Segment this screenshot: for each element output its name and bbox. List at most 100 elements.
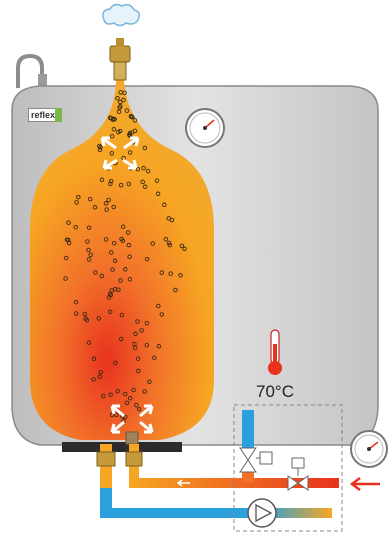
- gas-bubble: [116, 109, 122, 115]
- gas-bubble: [117, 105, 122, 110]
- gas-bubble: [109, 412, 115, 418]
- gas-bubble: [127, 150, 133, 155]
- gas-bubble: [65, 237, 71, 243]
- gas-bubble: [166, 216, 171, 221]
- gas-bubble: [111, 240, 117, 246]
- gas-bubble: [66, 220, 71, 225]
- expansion-arrows-top: [100, 136, 140, 170]
- gas-bubble: [134, 402, 139, 408]
- gas-bubble: [108, 178, 114, 184]
- pressure-gauge-icon: [185, 108, 225, 148]
- fitting-right: [125, 451, 143, 467]
- gas-bubble: [91, 356, 97, 362]
- temperature-label: 70°C: [256, 382, 294, 401]
- brand-logo-text: reflex: [31, 110, 56, 120]
- gas-bubble: [127, 276, 133, 282]
- gas-bubble: [111, 204, 116, 210]
- gas-bubble: [93, 270, 98, 275]
- hose-fitting: [16, 53, 47, 88]
- gas-bubble: [128, 113, 134, 119]
- gas-bubble: [91, 377, 96, 382]
- gas-bubble: [103, 237, 109, 242]
- gas-bubble: [119, 336, 124, 342]
- fitting-left: [96, 451, 116, 467]
- gas-bubble: [144, 256, 150, 262]
- gas-bubble: [73, 299, 79, 305]
- gas-bubble: [108, 250, 114, 255]
- vent-line: [242, 410, 254, 448]
- gas-bubble: [154, 178, 160, 183]
- gas-bubble: [86, 225, 92, 230]
- gas-bubble: [109, 151, 115, 156]
- gas-bubble: [110, 117, 116, 122]
- gas-bubble: [113, 360, 118, 366]
- gas-bubble: [123, 267, 128, 272]
- gas-bubble: [108, 392, 113, 397]
- gas-bubble: [104, 207, 109, 212]
- gas-bubble: [179, 243, 185, 249]
- gas-bubble: [82, 311, 87, 317]
- gas-bubble: [167, 242, 173, 248]
- gas-bubble: [97, 143, 102, 149]
- gas-bubble: [127, 395, 133, 401]
- gas-bubble: [106, 197, 111, 203]
- gas-bubble: [114, 412, 119, 418]
- gas-bubble: [92, 205, 98, 210]
- gas-bubble: [136, 407, 142, 412]
- gas-bubble: [73, 224, 78, 230]
- gas-bubble: [86, 247, 91, 253]
- circulation-pump-icon: [247, 498, 277, 528]
- gas-bubble: [141, 165, 146, 171]
- inflow-arrow-icon: [349, 477, 380, 491]
- gas-bubble: [135, 166, 141, 172]
- gas-bubble: [106, 295, 112, 300]
- gas-bubble: [116, 129, 121, 135]
- gas-bubble: [108, 181, 113, 187]
- valve-icon: [239, 447, 273, 473]
- gas-bubble: [173, 287, 178, 293]
- gas-bubble: [99, 177, 105, 183]
- gas-bubble: [126, 181, 132, 187]
- gas-bubble: [76, 194, 81, 200]
- gas-bubble: [163, 236, 169, 242]
- gas-bubble: [118, 278, 123, 283]
- gas-bubble: [140, 179, 145, 185]
- vessel-base: [62, 442, 182, 452]
- gas-bubble: [107, 291, 113, 296]
- gas-bubble: [178, 273, 183, 278]
- gas-bubble: [156, 344, 162, 349]
- gas-bubble: [86, 257, 92, 262]
- gas-bubble: [159, 312, 165, 317]
- gas-bubble: [135, 319, 140, 324]
- gas-bubble: [121, 97, 126, 103]
- gas-bubble: [74, 200, 79, 205]
- gas-bubble: [131, 387, 136, 393]
- gas-bubble: [87, 196, 93, 202]
- gas-bubble: [142, 184, 148, 189]
- gas-bubble: [111, 127, 117, 132]
- gas-bubble: [109, 133, 115, 139]
- inlet-gauge-icon: [350, 430, 388, 468]
- gas-bubble: [127, 132, 132, 138]
- gas-bubble: [145, 168, 151, 174]
- gas-bubble: [136, 368, 141, 374]
- gas-bubble: [162, 202, 167, 208]
- arrow-left-icon: [176, 479, 190, 487]
- gas-bubble: [101, 393, 106, 399]
- gas-bubble: [118, 182, 124, 188]
- gas-bubble: [132, 128, 138, 134]
- gas-bubble: [118, 99, 123, 105]
- gas-bubble: [166, 240, 172, 246]
- gas-bubble: [63, 255, 69, 261]
- gas-bubble: [124, 108, 130, 113]
- gas-bubble: [126, 242, 132, 248]
- gas-bubble: [139, 328, 144, 333]
- control-unit-box: [233, 404, 343, 532]
- brand-logo: reflex: [28, 108, 62, 122]
- diffuser: [125, 431, 139, 445]
- gas-bubble: [115, 96, 120, 101]
- gas-bubble: [84, 317, 90, 323]
- gas-bubble: [115, 388, 120, 394]
- cloud-icon: [102, 3, 141, 27]
- gas-bubble: [132, 341, 137, 347]
